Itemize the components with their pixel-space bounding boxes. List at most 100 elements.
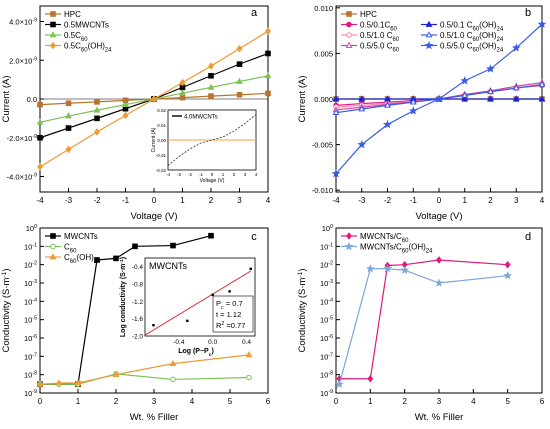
inset-x-axis-label: Voltage (V) — [200, 178, 225, 184]
x-tick-label: 3 — [514, 196, 519, 205]
y-tick-label: 10-7 — [24, 352, 37, 361]
panel-a: -4 -3 -2 -1 0 1 2 3 4 -4.0×10-9 -2.0×10-9 0.0 2.0×10… — [1, 5, 272, 222]
data-point — [409, 98, 417, 105]
data-point — [122, 111, 129, 120]
legend-label: C60 — [64, 243, 77, 255]
legend-swatch-marker — [346, 11, 352, 17]
data-point — [487, 87, 494, 95]
inset-x-tick-label: 0.4 — [242, 339, 251, 346]
data-point — [122, 105, 129, 112]
data-point — [94, 99, 100, 105]
x-tick-label: -2 — [93, 196, 101, 205]
inset-y-tick-label: -2.0 — [132, 334, 144, 341]
panel-c: 0 1 2 3 4 5 6 10-9 10-8 10-7 10-6 10-5 10-4 10-3 10-2 1… — [1, 224, 271, 423]
inset-data-point — [186, 319, 189, 323]
inset-x-tick-label: -0.4 — [173, 339, 185, 346]
y-tick-label: 100 — [322, 224, 333, 233]
y-tick-label: 10-9 — [320, 389, 333, 398]
data-point — [37, 101, 43, 108]
data-point — [179, 89, 186, 96]
data-point — [65, 145, 72, 154]
data-point — [461, 95, 469, 102]
data-point — [461, 91, 469, 98]
legend-swatch-marker — [50, 21, 56, 28]
data-point — [74, 379, 82, 386]
inset-x-tick-label: 2 — [233, 172, 236, 177]
inset-y-tick-label: -1.2 — [132, 299, 144, 306]
data-point — [236, 44, 243, 53]
data-point — [112, 370, 120, 378]
y-tick-label: 10-9 — [24, 389, 37, 398]
data-point — [384, 101, 391, 108]
legend-swatch-marker — [345, 41, 353, 48]
inset-x-tick-label: 0.0 — [208, 339, 217, 346]
x-tick-label: 5 — [228, 397, 233, 406]
data-point — [335, 379, 344, 389]
inset-x-tick-label: 1 — [222, 172, 225, 177]
legend-label: HPC — [64, 10, 81, 19]
data-point — [358, 95, 366, 102]
data-point — [434, 94, 444, 103]
x-tick-label: 0 — [437, 196, 442, 205]
data-point — [132, 243, 138, 250]
inset-y-axis-label: Log conductivity (S·m-1) — [119, 257, 128, 337]
x-tick-label: 4 — [471, 397, 476, 406]
data-point — [55, 379, 63, 386]
data-point — [538, 80, 546, 87]
x-tick-label: 1 — [180, 196, 185, 205]
data-point — [434, 278, 444, 287]
data-point — [245, 351, 253, 358]
data-point — [487, 95, 494, 102]
data-point — [367, 374, 374, 383]
legend-label: 0.5C60 — [64, 31, 88, 43]
inset-y-tick-label: -1.6 — [132, 316, 144, 323]
data-point — [151, 95, 157, 103]
legend-label: 0.5/5.0 C60(OH)24 — [440, 42, 504, 54]
data-point — [36, 118, 44, 125]
inset-x-tick-label: -2 — [188, 172, 192, 177]
series-line — [338, 268, 508, 385]
legend-label: MWCNTs/C60 — [360, 232, 409, 244]
data-point — [65, 112, 72, 119]
panel-label: c — [251, 231, 257, 243]
y-tick-label: 2.0×10-9 — [9, 56, 37, 65]
data-point — [65, 100, 72, 107]
data-point — [366, 264, 375, 273]
data-point — [208, 72, 214, 79]
x-tick-label: 4 — [540, 196, 545, 205]
y-tick-label: 0.000 — [314, 95, 333, 104]
inset-x-tick-label: 0 — [211, 172, 214, 177]
legend-label: 0.5/1.0 C60 — [360, 31, 400, 43]
data-point — [93, 106, 101, 113]
data-point — [236, 61, 243, 67]
y-tick-label: 10-1 — [320, 242, 333, 251]
inset-x-tick-label: 4 — [255, 172, 258, 177]
y-axis-label: Conductivity (S·m-1) — [297, 268, 309, 352]
inset-annotation: t = 1.12 — [216, 310, 241, 319]
data-point — [169, 359, 177, 366]
x-axis-label: Wt. % Filler — [130, 412, 179, 423]
data-point — [36, 380, 44, 387]
data-point — [332, 108, 340, 116]
y-tick-label: 10-2 — [24, 261, 37, 270]
x-tick-label: 3 — [237, 196, 242, 205]
data-point — [383, 264, 392, 273]
legend-label: 0.5/5.0 C60 — [360, 42, 400, 54]
data-point — [383, 119, 392, 129]
x-axis-label: Voltage (V) — [416, 211, 463, 222]
y-tick-label: -0.005 — [312, 141, 333, 150]
y-tick-label: 10-3 — [24, 279, 37, 288]
data-point — [408, 106, 418, 115]
inset-fit-line — [144, 270, 252, 336]
legend-label: 0.5MWCNTs — [64, 21, 109, 30]
data-point — [358, 105, 366, 112]
y-tick-label: 10-3 — [320, 279, 333, 288]
y-tick-label: 10-2 — [320, 261, 333, 270]
data-point — [486, 64, 495, 73]
data-point — [265, 90, 271, 97]
legend-swatch-marker — [49, 253, 57, 260]
data-point — [436, 256, 442, 264]
data-point — [94, 115, 100, 122]
x-tick-label: -1 — [122, 196, 130, 205]
